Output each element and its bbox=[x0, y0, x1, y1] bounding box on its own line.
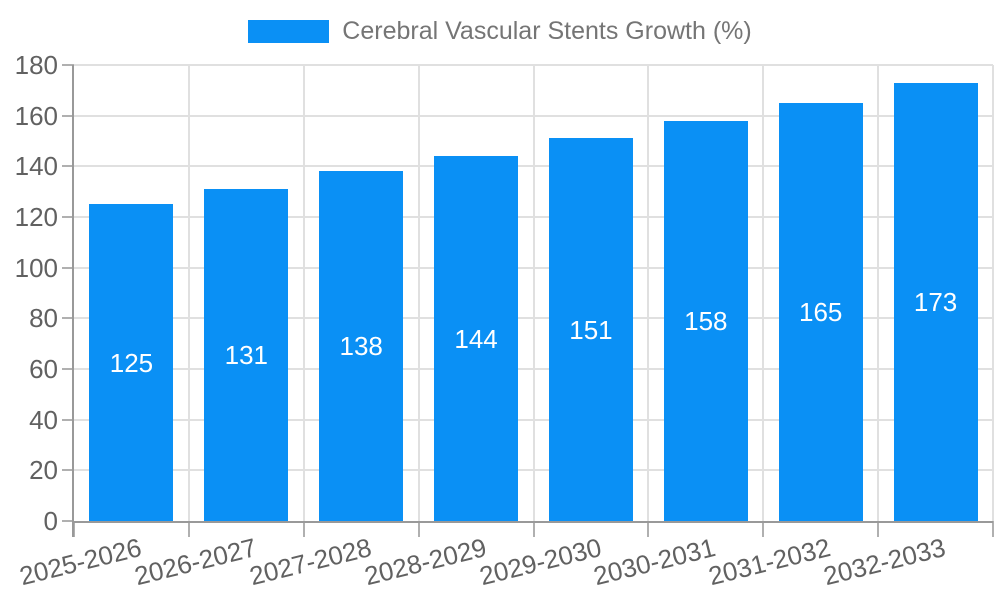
bar bbox=[204, 189, 289, 521]
y-tick-label: 80 bbox=[29, 303, 58, 334]
bar bbox=[663, 120, 748, 521]
bar-value-label: 158 bbox=[684, 305, 728, 336]
y-tick bbox=[62, 64, 74, 66]
bar-value-label: 165 bbox=[798, 297, 843, 327]
y-tick-label: 100 bbox=[14, 252, 58, 283]
legend: Cerebral Vascular Stents Growth (%) bbox=[0, 17, 1000, 45]
y-tick-label: 40 bbox=[29, 404, 58, 435]
bar bbox=[89, 204, 174, 521]
x-tick-label: 2031-2032 bbox=[705, 532, 834, 592]
x-gridline bbox=[302, 65, 305, 521]
x-gridline bbox=[532, 65, 535, 521]
bar-value-label: 125 bbox=[109, 347, 154, 378]
bar-value-label: 131 bbox=[224, 340, 268, 371]
bar-value-label: 138 bbox=[339, 331, 383, 362]
bar bbox=[778, 103, 863, 521]
y-tick-label: 120 bbox=[14, 202, 58, 232]
x-tick bbox=[762, 521, 765, 537]
x-tick-label: 2027-2028 bbox=[246, 532, 375, 592]
y-tick bbox=[62, 266, 74, 269]
y-tick-label: 0 bbox=[43, 506, 58, 536]
x-gridline bbox=[417, 65, 420, 521]
x-tick bbox=[302, 521, 305, 537]
x-tick bbox=[992, 521, 994, 537]
x-tick-label: 2029-2030 bbox=[476, 532, 604, 592]
x-tick bbox=[73, 521, 75, 537]
y-tick-label: 180 bbox=[14, 50, 58, 80]
x-tick-label: 2030-2031 bbox=[590, 532, 719, 592]
y-tick bbox=[62, 520, 74, 522]
bar-value-label: 144 bbox=[454, 323, 498, 354]
x-tick bbox=[187, 521, 190, 537]
x-tick-label: 2025-2026 bbox=[16, 532, 145, 592]
x-gridline bbox=[992, 65, 994, 521]
y-tick-label: 140 bbox=[14, 151, 58, 182]
y-tick bbox=[62, 216, 74, 218]
x-tick bbox=[647, 521, 650, 537]
bar-value-label: 173 bbox=[913, 286, 958, 317]
bar bbox=[319, 171, 404, 521]
y-tick-label: 60 bbox=[29, 354, 58, 384]
x-axis bbox=[74, 521, 993, 523]
bar bbox=[434, 156, 519, 521]
y-tick-label: 20 bbox=[29, 455, 58, 486]
y-tick bbox=[62, 469, 74, 472]
x-tick bbox=[417, 521, 420, 537]
y-tick bbox=[62, 165, 74, 168]
legend-label[interactable]: Cerebral Vascular Stents Growth (%) bbox=[342, 17, 752, 45]
x-tick bbox=[532, 521, 535, 537]
x-tick bbox=[877, 521, 880, 537]
y-tick bbox=[62, 114, 74, 117]
x-gridline bbox=[187, 65, 190, 521]
y-tick bbox=[62, 317, 74, 320]
y-axis bbox=[72, 65, 74, 537]
bar bbox=[893, 82, 978, 521]
bar-value-label: 151 bbox=[569, 314, 613, 345]
bar bbox=[548, 138, 633, 521]
x-tick-label: 2028-2029 bbox=[361, 532, 490, 592]
y-tick-label: 160 bbox=[14, 100, 58, 131]
y-tick bbox=[62, 418, 74, 421]
x-gridline bbox=[877, 65, 880, 521]
legend-swatch[interactable] bbox=[248, 19, 330, 43]
x-gridline bbox=[647, 65, 650, 521]
x-gridline bbox=[762, 65, 765, 521]
x-tick-label: 2026-2027 bbox=[131, 532, 260, 592]
x-tick-label: 2032-2033 bbox=[820, 532, 949, 592]
y-tick bbox=[62, 368, 74, 370]
